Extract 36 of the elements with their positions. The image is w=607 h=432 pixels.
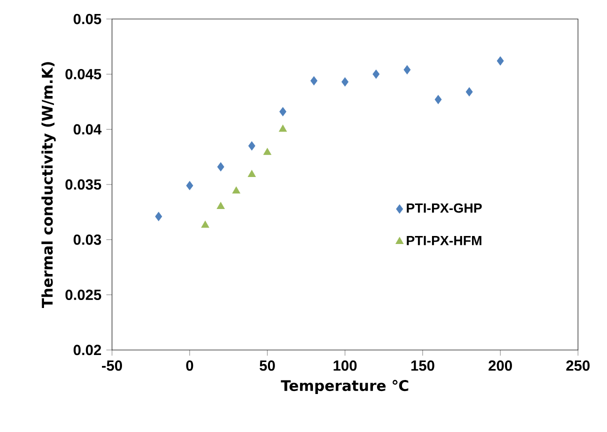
x-tick-label: 50 (260, 360, 275, 371)
point (248, 170, 256, 177)
point (186, 181, 194, 190)
point (278, 124, 287, 132)
point (201, 220, 210, 228)
legend-label: PTI-PX-HFM (406, 236, 482, 246)
y-tick-label: 0.045 (65, 68, 102, 80)
x-tick-label: 100 (334, 360, 357, 371)
y-axis-title: Thermal conductivity (W/m.K) (41, 62, 56, 308)
point (217, 162, 224, 172)
y-tick-label: 0.03 (74, 234, 102, 245)
point (232, 186, 240, 194)
x-axis-title: Temperature ℃ (280, 380, 408, 394)
y-tick-label: 0.025 (65, 290, 102, 300)
point (263, 148, 272, 155)
point (404, 65, 411, 74)
x-tick-label: 0 (186, 360, 194, 371)
point (279, 107, 286, 116)
y-tick-label: 0.05 (74, 14, 102, 24)
x-tick-label: 200 (488, 360, 512, 371)
point (434, 95, 442, 104)
legend-label: PTI-PX-GHP (406, 203, 482, 213)
x-tick-label: 250 (566, 360, 590, 371)
point (216, 202, 225, 209)
point (310, 76, 318, 86)
y-tick-label: 0.04 (74, 124, 102, 135)
point (342, 77, 348, 86)
y-tick-label: 0.035 (65, 179, 102, 190)
x-tick-label: 150 (411, 360, 434, 371)
point (466, 87, 473, 96)
point (155, 212, 162, 222)
point (496, 56, 504, 66)
y-tick-label: 0.02 (74, 344, 102, 356)
x-tick-label: -50 (102, 360, 122, 371)
point (248, 141, 256, 150)
point (372, 70, 380, 79)
